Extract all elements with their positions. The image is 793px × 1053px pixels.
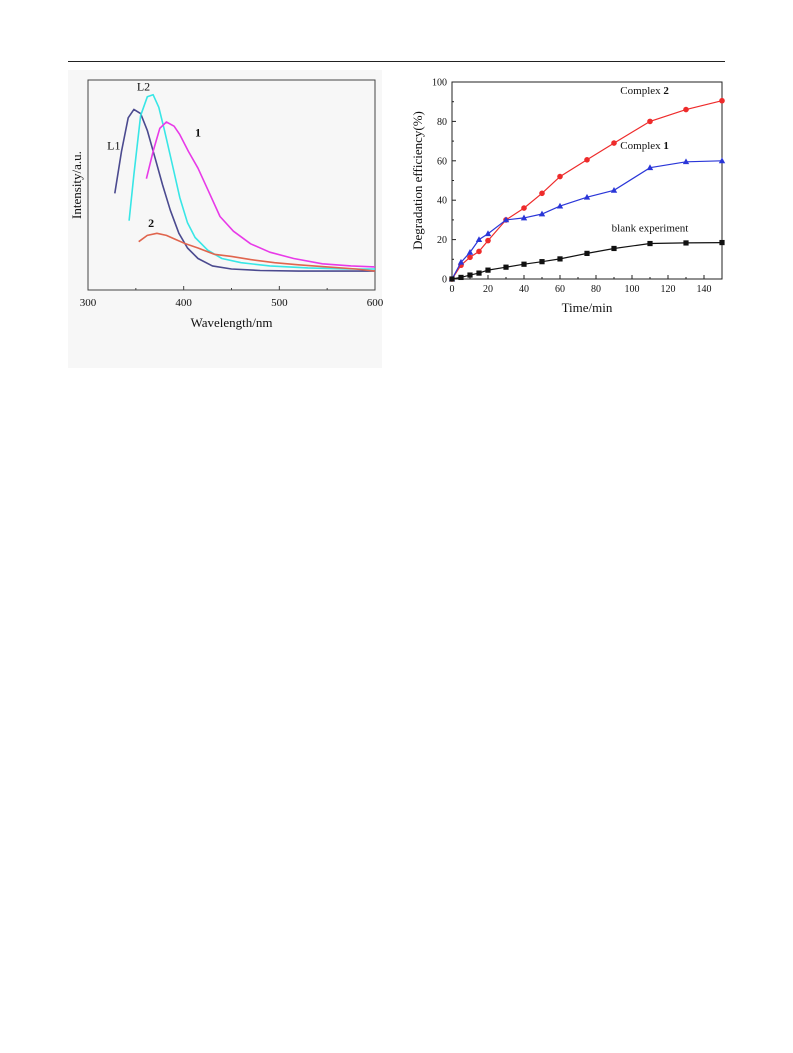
- data-point-blank-experiment: [458, 274, 464, 281]
- x-tick-label: 140: [697, 284, 712, 295]
- x-tick-label: 400: [175, 297, 192, 309]
- data-point-complex-2: [683, 106, 689, 113]
- curve-label-l1: L1: [107, 138, 120, 152]
- x-tick-label: 60: [555, 284, 565, 295]
- curve-label-blank-experiment: blank experiment: [612, 223, 689, 235]
- curve-label-2: 2: [148, 216, 154, 230]
- data-point-complex-2: [584, 157, 590, 163]
- left-panel-background: [68, 70, 382, 368]
- degradation-efficiency-chart: 0 20 40 60 80 100 120 140 0 20 40 60 80 100 Time/min De…: [410, 78, 726, 315]
- data-point-complex-1: [556, 202, 564, 209]
- data-point-complex-2: [719, 97, 725, 104]
- data-point-complex-2: [539, 190, 545, 197]
- data-point-complex-2: [521, 205, 527, 211]
- x-axis-label: Wavelength/nm: [191, 315, 273, 330]
- emission-spectra-chart: 300 400 500 600 Wavelength/nm Intensity/a.u. L…: [69, 79, 384, 330]
- curve-label-complex-1: Complex 1: [620, 140, 669, 152]
- data-point-blank-experiment: [647, 240, 653, 247]
- x-tick-label: 500: [271, 297, 288, 309]
- data-point-blank-experiment: [449, 276, 455, 282]
- data-point-blank-experiment: [611, 245, 617, 252]
- x-tick-label: 120: [661, 284, 676, 295]
- series-line-complex-1: [451, 160, 723, 280]
- data-point-complex-1: [538, 210, 546, 217]
- y-axis-label: Intensity/a.u.: [69, 151, 84, 219]
- data-point-blank-experiment: [485, 267, 491, 273]
- y-tick-label: 40: [437, 196, 447, 207]
- data-point-blank-experiment: [521, 261, 527, 267]
- data-point-complex-1: [484, 230, 492, 237]
- data-point-complex-2: [557, 173, 563, 180]
- data-point-complex-1: [466, 249, 474, 255]
- x-axis-label: Time/min: [562, 300, 613, 315]
- data-point-complex-1: [520, 214, 528, 221]
- y-tick-label: 20: [437, 235, 447, 246]
- data-point-blank-experiment: [719, 239, 725, 246]
- series-line-l2: [128, 93, 375, 270]
- data-point-complex-1: [718, 157, 726, 164]
- data-point-complex-1: [583, 193, 591, 200]
- plot-frame: [87, 79, 376, 291]
- series-line-1: [145, 121, 376, 268]
- series-line-l1: [114, 108, 375, 272]
- data-point-blank-experiment: [683, 240, 689, 246]
- data-point-blank-experiment: [539, 259, 545, 265]
- data-point-blank-experiment: [503, 264, 509, 270]
- x-tick-label: 40: [519, 284, 529, 295]
- data-point-blank-experiment: [476, 270, 482, 276]
- data-point-complex-1: [457, 258, 465, 265]
- series-line-blank-experiment: [451, 242, 723, 280]
- data-point-complex-1: [502, 216, 510, 223]
- curve-label-1: 1: [195, 126, 201, 140]
- data-point-complex-1: [610, 186, 618, 193]
- curve-label-l2: L2: [137, 80, 150, 94]
- data-point-blank-experiment: [584, 250, 590, 256]
- data-point-complex-2: [611, 140, 617, 146]
- data-point-complex-2: [476, 248, 482, 255]
- y-tick-label: 80: [437, 117, 447, 128]
- data-point-blank-experiment: [467, 272, 473, 278]
- y-tick-label: 60: [437, 156, 447, 167]
- series-line-2: [138, 232, 376, 272]
- x-tick-label: 600: [367, 297, 384, 309]
- data-point-complex-2: [485, 237, 491, 244]
- data-point-complex-2: [467, 254, 473, 261]
- data-point-complex-1: [646, 164, 654, 171]
- data-point-complex-1: [475, 236, 483, 242]
- y-tick-label: 100: [432, 78, 447, 89]
- x-tick-label: 20: [483, 284, 493, 295]
- curve-label-complex-2: Complex 2: [620, 85, 669, 97]
- data-point-complex-1: [682, 158, 690, 165]
- page-header-rule: [68, 61, 725, 62]
- data-point-complex-2: [647, 118, 653, 125]
- x-tick-label: 100: [625, 284, 640, 295]
- y-tick-label: 0: [442, 275, 447, 286]
- y-axis-label: Degradation efficiency(%): [410, 111, 425, 250]
- data-point-blank-experiment: [557, 256, 563, 262]
- x-tick-label: 300: [80, 297, 97, 309]
- x-tick-label: 0: [450, 284, 455, 295]
- x-tick-label: 80: [591, 284, 601, 295]
